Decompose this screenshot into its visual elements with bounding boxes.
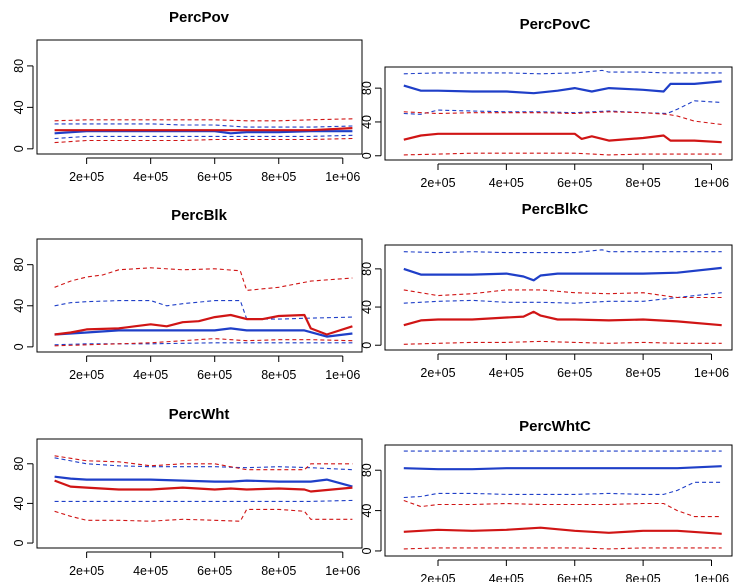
blue-solid-series-line (54, 475, 353, 488)
y-tick-label: 40 (360, 504, 374, 518)
x-tick-label: 4e+05 (489, 572, 524, 582)
red-dashed-series-line (403, 289, 722, 299)
x-tick-label: 8e+05 (261, 170, 296, 184)
y-tick-label: 80 (360, 463, 374, 477)
blue-dashed-series-line (403, 100, 722, 115)
x-tick-label: 6e+05 (557, 366, 592, 380)
x-tick-label: 1e+06 (694, 366, 729, 380)
red-solid-series-line (54, 313, 353, 336)
red-dashed-series-line (403, 340, 722, 345)
y-tick-label: 40 (12, 100, 26, 114)
blue-dashed-series-line (403, 481, 722, 499)
y-tick-label: 80 (12, 59, 26, 73)
y-tick-label: 0 (12, 540, 26, 547)
y-tick-label: 0 (360, 152, 374, 159)
plot-frame (36, 238, 363, 353)
red-solid-series-line (403, 526, 722, 535)
y-tick-label: 40 (360, 115, 374, 129)
red-dashed-series-line (54, 455, 353, 471)
x-tick-label: 4e+05 (489, 366, 524, 380)
blue-dashed-series-line (403, 249, 722, 254)
x-tick-label: 4e+05 (133, 368, 168, 382)
blue-dashed-series-line (403, 292, 722, 304)
y-tick-label: 0 (12, 145, 26, 152)
panel-title: PercPovC (520, 16, 591, 33)
x-tick-label: 2e+05 (420, 366, 455, 380)
red-dashed-series-line (403, 547, 722, 550)
y-tick-label: 40 (360, 300, 374, 314)
y-tick-label: 40 (12, 299, 26, 313)
panel-title: PercWhtC (519, 418, 591, 435)
panel-title: PercWht (169, 406, 230, 423)
plot-frame (384, 244, 733, 351)
y-tick-label: 0 (360, 547, 374, 554)
x-tick-label: 6e+05 (197, 368, 232, 382)
y-tick-label: 0 (360, 342, 374, 349)
red-solid-series-line (54, 127, 353, 132)
blue-solid-series-line (403, 465, 722, 471)
red-solid-series-line (54, 479, 353, 493)
panel-title: PercPov (169, 9, 230, 26)
blue-dashed-series-line (54, 134, 353, 140)
red-solid-series-line (403, 310, 722, 327)
y-tick-label: 80 (360, 262, 374, 276)
red-solid-series-line (403, 132, 722, 144)
blue-dashed-series-line (54, 499, 353, 502)
blue-solid-series-line (54, 327, 353, 338)
plot-frame (36, 438, 363, 549)
x-tick-label: 8e+05 (261, 368, 296, 382)
red-dashed-series-line (403, 152, 722, 156)
y-tick-label: 0 (12, 343, 26, 350)
x-tick-label: 2e+05 (69, 564, 104, 578)
x-tick-label: 2e+05 (420, 572, 455, 582)
x-tick-label: 1e+06 (694, 572, 729, 582)
x-tick-label: 2e+05 (420, 176, 455, 190)
red-dashed-series-line (54, 338, 353, 347)
y-tick-label: 80 (12, 258, 26, 272)
x-tick-label: 8e+05 (626, 176, 661, 190)
blue-dashed-series-line (54, 457, 353, 471)
y-tick-label: 80 (12, 457, 26, 471)
x-tick-label: 2e+05 (69, 170, 104, 184)
plot-frame (36, 39, 363, 155)
x-tick-label: 8e+05 (626, 366, 661, 380)
x-tick-label: 6e+05 (197, 564, 232, 578)
y-tick-label: 40 (12, 496, 26, 510)
red-dashed-series-line (403, 499, 722, 518)
panel-title: PercBlkC (522, 201, 589, 218)
red-dashed-series-line (54, 508, 353, 522)
red-dashed-series-line (403, 111, 722, 126)
x-tick-label: 4e+05 (133, 564, 168, 578)
blue-solid-series-line (54, 130, 353, 135)
red-dashed-series-line (54, 137, 353, 144)
red-dashed-series-line (54, 267, 353, 291)
blue-dashed-series-line (54, 342, 353, 346)
blue-dashed-series-line (54, 123, 353, 128)
blue-solid-series-line (403, 266, 722, 282)
x-tick-label: 8e+05 (626, 572, 661, 582)
x-tick-label: 6e+05 (197, 170, 232, 184)
x-tick-label: 1e+06 (325, 170, 360, 184)
plot-frame (384, 444, 733, 557)
x-tick-label: 6e+05 (557, 572, 592, 582)
x-tick-label: 6e+05 (557, 176, 592, 190)
x-tick-label: 1e+06 (325, 368, 360, 382)
y-tick-label: 80 (360, 81, 374, 95)
x-tick-label: 1e+06 (325, 564, 360, 578)
x-tick-label: 4e+05 (489, 176, 524, 190)
blue-solid-series-line (403, 80, 722, 95)
blue-dashed-series-line (403, 69, 722, 75)
plot-frame (384, 66, 733, 161)
x-tick-label: 8e+05 (261, 564, 296, 578)
red-dashed-series-line (54, 118, 353, 122)
x-tick-label: 1e+06 (694, 176, 729, 190)
x-tick-label: 4e+05 (133, 170, 168, 184)
blue-dashed-series-line (54, 300, 353, 320)
panel-title: PercBlk (171, 207, 228, 224)
x-tick-label: 2e+05 (69, 368, 104, 382)
